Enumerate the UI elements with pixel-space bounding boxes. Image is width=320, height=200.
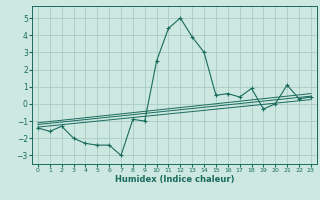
X-axis label: Humidex (Indice chaleur): Humidex (Indice chaleur) xyxy=(115,175,234,184)
